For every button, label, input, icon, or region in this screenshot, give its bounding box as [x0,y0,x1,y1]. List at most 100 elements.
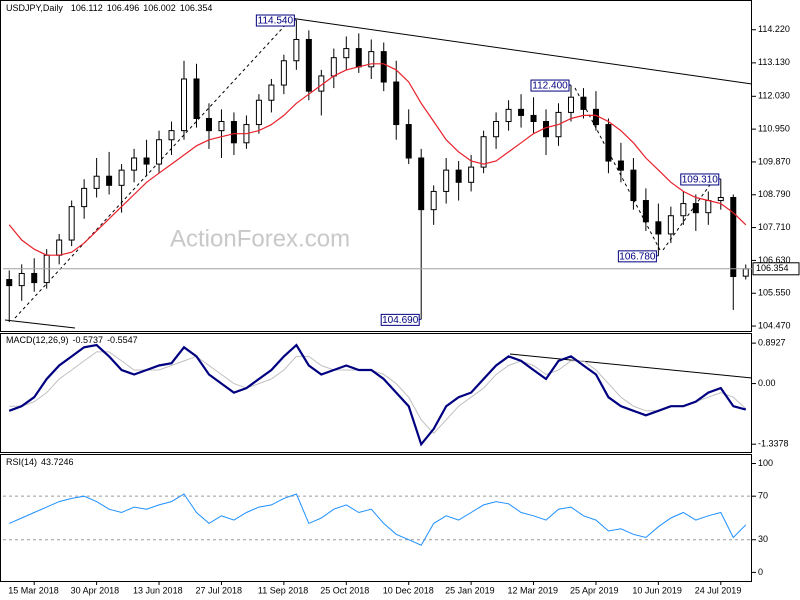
annotation-box [380,313,420,326]
x-tick-label: 27 Jul 2018 [195,585,242,595]
trend-line [289,17,753,85]
candle-body [330,57,337,77]
candle-body [56,239,63,256]
close: 106.354 [180,3,213,13]
line [8,63,747,256]
candle-body [642,200,649,223]
rsi-title: RSI(14) [6,457,37,467]
candle-body [118,169,125,186]
candle-body [567,96,574,113]
x-tick-label: 15 Mar 2018 [8,585,59,595]
candle-body [181,78,188,132]
candle-body [480,136,487,168]
candle-body [280,60,287,86]
candle-body [543,121,550,138]
candle-body [68,206,75,241]
y-tick-label: 70 [758,491,768,501]
candle-body [81,187,88,208]
annotation-box [617,250,657,263]
candle-body [592,108,599,126]
last-price-label: 106.354 [756,263,789,273]
annotation-label: 114.540 [258,16,294,27]
last-price-box [752,262,800,276]
candle-body [443,169,450,192]
candle-body [680,203,687,217]
candle-body [405,124,412,159]
y-tick-label: 106.630 [758,255,791,265]
candle-body [605,124,612,162]
candle-body [468,166,475,183]
line [9,351,747,435]
y-tick-label: 108.790 [758,189,791,199]
candle-body [418,157,425,211]
candle-body [205,117,212,132]
candle-body [742,268,749,277]
candle-body [355,48,362,68]
y-tick-label: 100 [758,458,773,468]
rsi-header: RSI(14) 43.7246 [6,457,74,467]
x-tick-label: 30 Apr 2018 [71,585,120,595]
line [9,493,747,546]
candle-body [305,38,312,92]
candle-body [255,99,262,126]
y-tick-label: 109.870 [758,156,791,166]
candle-body [218,121,225,132]
candle-body [393,81,400,126]
y-tick-label: 105.550 [758,288,791,298]
annotation-label: 109.310 [682,175,719,186]
trend-line [4,319,76,329]
candle-body [6,279,13,287]
candle-body [530,114,537,123]
y-tick-label: 0 [758,567,763,577]
candle-body [93,175,100,189]
x-tick-label: 25 Apr 2019 [570,585,619,595]
y-tick-label: 104.470 [758,320,791,330]
candle-body [518,108,525,116]
candle-body [493,121,500,138]
y-tick-label: 114.220 [758,24,790,34]
candle-body [106,175,113,186]
candle-body [455,169,462,183]
candle-body [131,157,138,171]
annotation-box [530,79,570,92]
open: 106.112 [71,3,103,13]
x-tick-label: 10 Jun 2019 [632,585,682,595]
price-pane [0,0,752,332]
candle-body [617,160,624,171]
low: 106.002 [143,3,176,13]
macd-title: MACD(12,26,9) [6,335,69,345]
dashed-line [574,87,661,251]
candle-body [268,84,275,101]
candle-body [655,221,662,235]
y-tick-label: 110.950 [758,123,790,133]
x-tick-label: 24 Jul 2019 [695,585,742,595]
macd-pane [0,333,752,453]
annotation-label: 112.400 [532,81,568,92]
rsi-pane [0,454,752,582]
dashed-line [14,19,291,319]
candle-body [31,272,38,284]
candle-body [717,196,724,202]
high: 106.496 [107,3,140,13]
candle-body [168,130,175,141]
y-tick-label: 112.030 [758,91,790,101]
candle-body [430,190,437,211]
rsi-value: 43.7246 [41,457,74,467]
x-tick-label: 10 Dec 2018 [383,585,434,595]
x-tick-label: 13 Jun 2018 [133,585,183,595]
y-tick-label: 113.130 [758,57,790,67]
candle-body [580,96,587,110]
x-tick-label: 25 Jan 2019 [445,585,495,595]
y-tick-label: 30 [758,534,768,544]
candle-body [143,157,150,165]
y-tick-label: 107.710 [758,222,791,232]
candle-body [343,48,350,59]
macd-main: -0.5737 [73,335,104,345]
annotation-label: 106.780 [619,251,656,262]
candle-body [293,38,300,62]
x-tick-label: 12 Mar 2019 [508,585,559,595]
macd-signal: -0.5547 [107,335,138,345]
y-tick-label: 0.8927 [758,338,786,348]
candle-body [380,51,387,83]
